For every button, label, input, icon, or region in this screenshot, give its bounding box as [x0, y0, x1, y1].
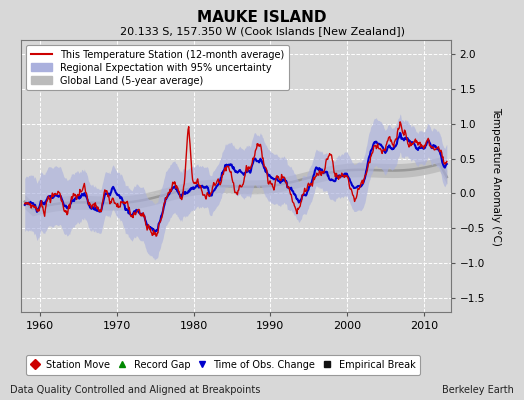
Text: MAUKE ISLAND: MAUKE ISLAND [197, 10, 327, 25]
Legend: Station Move, Record Gap, Time of Obs. Change, Empirical Break: Station Move, Record Gap, Time of Obs. C… [26, 355, 420, 375]
Y-axis label: Temperature Anomaly (°C): Temperature Anomaly (°C) [490, 106, 500, 246]
Text: 20.133 S, 157.350 W (Cook Islands [New Zealand]): 20.133 S, 157.350 W (Cook Islands [New Z… [119, 26, 405, 36]
Text: Berkeley Earth: Berkeley Earth [442, 385, 514, 395]
Text: Data Quality Controlled and Aligned at Breakpoints: Data Quality Controlled and Aligned at B… [10, 385, 261, 395]
